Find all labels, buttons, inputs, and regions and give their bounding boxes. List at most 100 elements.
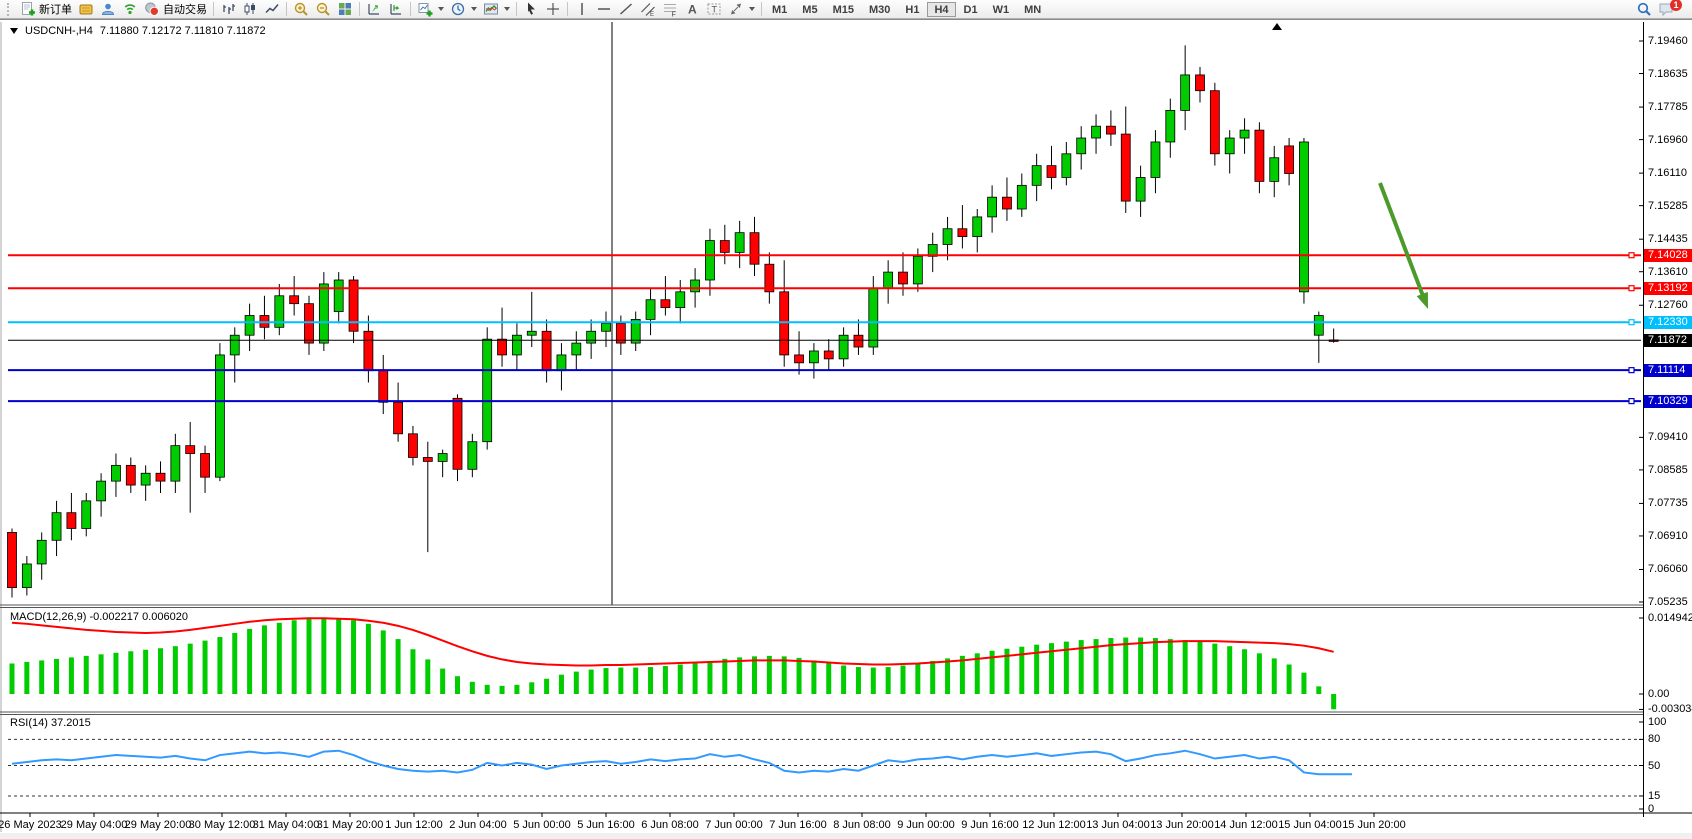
profiles-clock-button[interactable] xyxy=(447,1,480,18)
rsi-axis-label: 0 xyxy=(1648,803,1655,815)
auto-arrange-button[interactable] xyxy=(363,1,385,18)
crosshair-button[interactable] xyxy=(542,1,564,18)
price-tick-label: 7.16960 xyxy=(1648,133,1688,146)
price-line-label: 7.11114 xyxy=(1644,363,1692,377)
toolbar-grip xyxy=(7,2,14,16)
trendline-button[interactable] xyxy=(615,1,637,18)
cursor-button[interactable] xyxy=(520,1,542,18)
tile-windows-button[interactable] xyxy=(334,1,356,18)
rsi-label: RSI(14) 37.2015 xyxy=(10,717,91,729)
timeframe-m1-button[interactable]: M1 xyxy=(765,2,794,17)
fibonacci-icon: F xyxy=(664,4,676,17)
step-forward-button[interactable] xyxy=(385,1,407,18)
timeframe-m15-button[interactable]: M15 xyxy=(826,2,861,17)
candlestick-chart-icon xyxy=(244,3,255,15)
toolbar-separator xyxy=(213,2,214,16)
toolbar-separator xyxy=(359,2,360,16)
time-tick-label: 26 May 2023 xyxy=(0,819,62,831)
toolbar-separator xyxy=(761,2,762,16)
arrows-button[interactable] xyxy=(725,1,758,18)
chevron-down-icon xyxy=(749,7,755,11)
time-tick-label: 6 Jun 08:00 xyxy=(641,819,699,831)
trendline-icon xyxy=(619,3,633,15)
equidistant-channel-button[interactable]: E xyxy=(637,1,659,18)
text-button[interactable]: A xyxy=(681,1,703,18)
autotrading-icon xyxy=(145,2,159,16)
toolbar-separator xyxy=(410,2,411,16)
candlestick-chart-button[interactable] xyxy=(239,1,261,18)
time-tick-label: 13 Jun 04:00 xyxy=(1086,819,1150,831)
community-person-icon xyxy=(101,3,115,15)
text-label-icon: T xyxy=(707,3,721,15)
toolbar-separator xyxy=(567,2,568,16)
market-watch-button[interactable] xyxy=(75,1,97,18)
notification-badge: 1 xyxy=(1670,0,1682,11)
tile-windows-icon xyxy=(339,3,351,15)
price-tick-label: 7.14435 xyxy=(1648,233,1688,246)
new-chart-button[interactable] xyxy=(414,1,447,18)
price-tick-label: 7.19460 xyxy=(1648,35,1688,47)
toolbar-separator xyxy=(516,2,517,16)
timeframe-mn-button[interactable]: MN xyxy=(1017,2,1048,17)
zoom-in-button[interactable] xyxy=(290,1,312,18)
scroll-to-end-icon[interactable] xyxy=(1272,23,1282,30)
clock-icon xyxy=(451,2,465,16)
search-button[interactable] xyxy=(1633,1,1655,18)
rsi-axis-label: 100 xyxy=(1648,716,1667,728)
rsi-axis-label: 50 xyxy=(1648,759,1661,772)
timeframe-m30-button[interactable]: M30 xyxy=(862,2,897,17)
price-tick-label: 7.05235 xyxy=(1648,596,1688,608)
new-chart-icon xyxy=(418,3,433,17)
timeframe-w1-button[interactable]: W1 xyxy=(986,2,1017,17)
time-tick-label: 15 Jun 04:00 xyxy=(1278,819,1342,831)
fibonacci-button[interactable]: F xyxy=(659,1,681,18)
timeframe-h1-button[interactable]: H1 xyxy=(898,2,926,17)
time-tick-label: 7 Jun 16:00 xyxy=(769,819,827,831)
vertical-line-button[interactable] xyxy=(571,1,593,18)
autotrading-button[interactable]: 自动交易 xyxy=(141,1,210,18)
price-tick-label: 7.09410 xyxy=(1648,431,1688,444)
time-tick-label: 29 May 04:00 xyxy=(60,819,128,831)
time-tick-label: 5 Jun 16:00 xyxy=(577,819,635,831)
price-tick-label: 7.17785 xyxy=(1648,101,1688,114)
text-label-button[interactable]: T xyxy=(703,1,725,18)
bar-chart-icon xyxy=(223,4,235,14)
time-tick-label: 7 Jun 00:00 xyxy=(705,819,763,831)
time-tick-label: 31 May 04:00 xyxy=(252,819,320,831)
macd-axis-label: 0.014942 xyxy=(1648,612,1692,624)
templates-button[interactable] xyxy=(480,1,513,18)
macd-label: MACD(12,26,9) -0.002217 0.006020 xyxy=(10,611,188,623)
zoom-out-button[interactable] xyxy=(312,1,334,18)
price-line-label: 7.14028 xyxy=(1644,248,1692,262)
step-forward-icon xyxy=(390,4,401,15)
community-button[interactable] xyxy=(97,1,119,18)
signals-button[interactable] xyxy=(119,1,141,18)
line-chart-button[interactable] xyxy=(261,1,283,18)
bar-chart-button[interactable] xyxy=(217,1,239,18)
price-tick-label: 7.15285 xyxy=(1648,199,1688,212)
rsi-axis-label: 15 xyxy=(1648,789,1661,802)
price-line-label: 7.13192 xyxy=(1644,281,1692,295)
svg-text:A: A xyxy=(688,3,697,17)
new-order-button[interactable]: 新订单 xyxy=(17,1,75,18)
arrows-shapes-icon xyxy=(731,3,741,15)
rsi-axis-label: 80 xyxy=(1648,733,1661,746)
timeframe-h4-button[interactable]: H4 xyxy=(927,1,956,17)
time-tick-label: 8 Jun 08:00 xyxy=(833,819,891,831)
macd-axis-label: -0.003034 xyxy=(1648,703,1692,716)
collapse-triangle-icon[interactable] xyxy=(10,28,18,34)
toolbar-right-group: 1 xyxy=(1633,0,1682,18)
cursor-arrow-icon xyxy=(528,2,535,15)
time-tick-label: 14 Jun 12:00 xyxy=(1214,819,1278,831)
notifications-button[interactable]: 1 xyxy=(1655,0,1682,18)
price-tick-label: 7.16110 xyxy=(1648,167,1687,180)
price-tick-label: 7.12760 xyxy=(1648,299,1688,312)
zoom-in-icon xyxy=(294,2,308,16)
timeframe-d1-button[interactable]: D1 xyxy=(957,2,985,17)
chevron-down-icon xyxy=(438,7,444,11)
text-a-icon: A xyxy=(688,3,697,17)
horizontal-line-button[interactable] xyxy=(593,1,615,18)
chart-canvas[interactable] xyxy=(0,20,1692,839)
svg-text:E: E xyxy=(650,12,654,17)
timeframe-m5-button[interactable]: M5 xyxy=(795,2,824,17)
